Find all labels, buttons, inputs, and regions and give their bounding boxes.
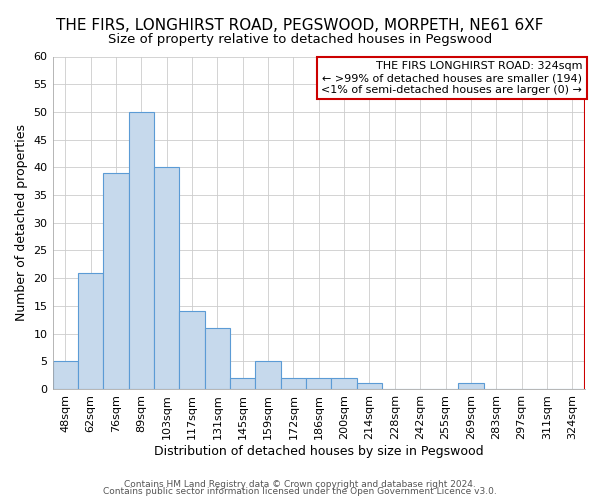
Bar [256, 362, 281, 389]
Bar [230, 378, 256, 389]
Bar [154, 168, 179, 389]
Bar [331, 378, 357, 389]
Bar [205, 328, 230, 389]
Bar [103, 173, 128, 389]
Bar [458, 384, 484, 389]
Bar [78, 272, 103, 389]
Y-axis label: Number of detached properties: Number of detached properties [15, 124, 28, 321]
Bar [179, 312, 205, 389]
Bar [53, 362, 78, 389]
Bar [128, 112, 154, 389]
Text: Contains HM Land Registry data © Crown copyright and database right 2024.: Contains HM Land Registry data © Crown c… [124, 480, 476, 489]
Text: Contains public sector information licensed under the Open Government Licence v3: Contains public sector information licen… [103, 487, 497, 496]
X-axis label: Distribution of detached houses by size in Pegswood: Distribution of detached houses by size … [154, 444, 484, 458]
Bar [281, 378, 306, 389]
Text: THE FIRS LONGHIRST ROAD: 324sqm
← >99% of detached houses are smaller (194)
<1% : THE FIRS LONGHIRST ROAD: 324sqm ← >99% o… [322, 62, 583, 94]
Bar [357, 384, 382, 389]
Text: THE FIRS, LONGHIRST ROAD, PEGSWOOD, MORPETH, NE61 6XF: THE FIRS, LONGHIRST ROAD, PEGSWOOD, MORP… [56, 18, 544, 32]
Bar [306, 378, 331, 389]
Text: Size of property relative to detached houses in Pegswood: Size of property relative to detached ho… [108, 32, 492, 46]
